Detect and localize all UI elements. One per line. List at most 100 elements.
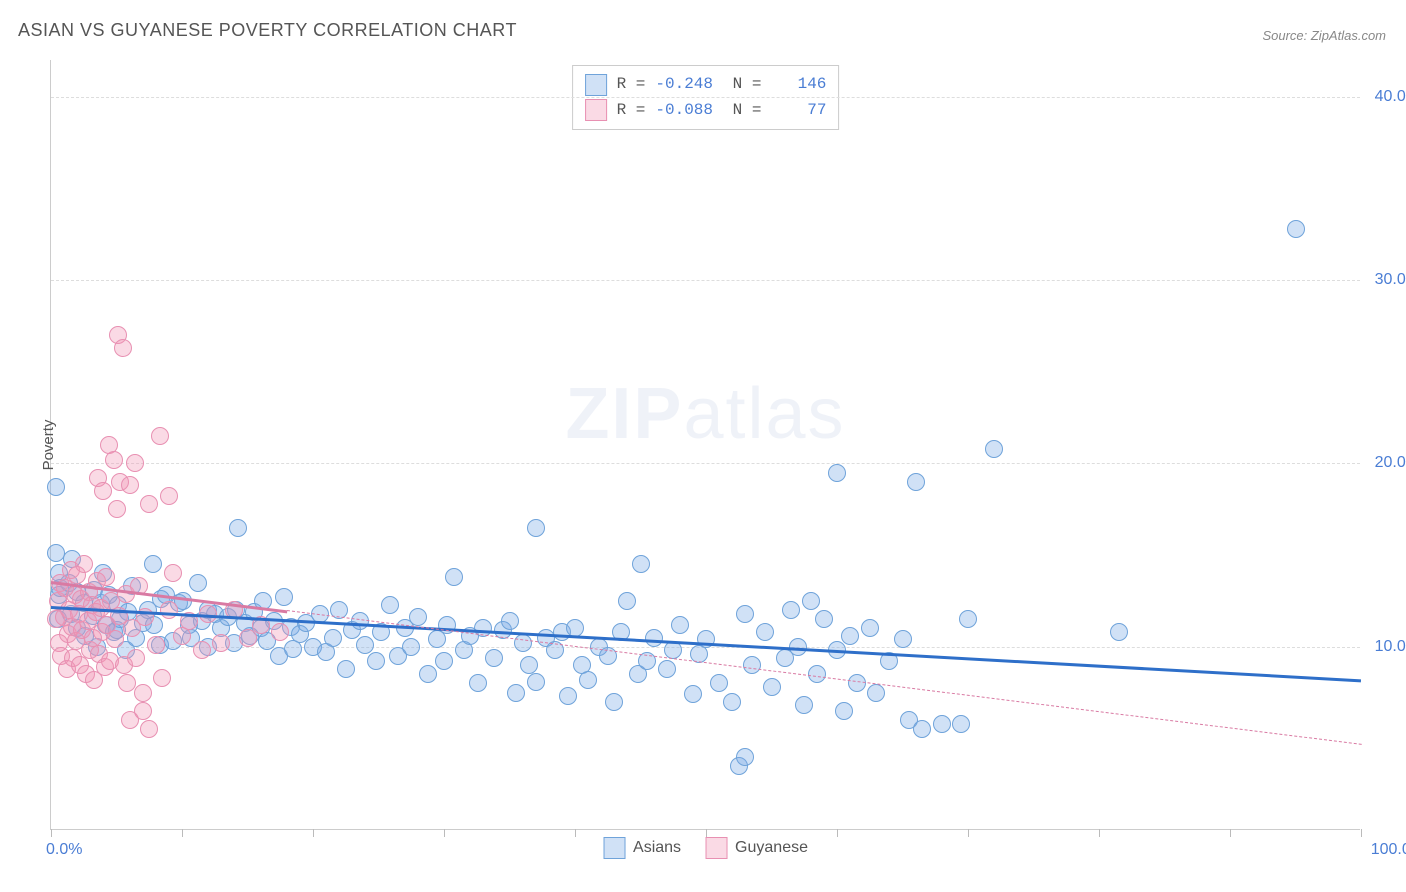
data-point — [324, 629, 342, 647]
data-point — [894, 630, 912, 648]
data-point — [861, 619, 879, 637]
data-point — [147, 636, 165, 654]
x-tick — [313, 829, 314, 837]
data-point — [409, 608, 427, 626]
data-point — [356, 636, 374, 654]
data-point — [579, 671, 597, 689]
trend-line — [287, 610, 1361, 745]
data-point — [520, 656, 538, 674]
series-name: Asians — [633, 839, 681, 857]
data-point — [164, 564, 182, 582]
data-point — [105, 451, 123, 469]
legend-swatch — [585, 74, 607, 96]
data-point — [126, 454, 144, 472]
plot-area: Poverty 0.0% 100.0% ZIPatlas R =-0.248 N… — [50, 60, 1360, 830]
data-point — [75, 555, 93, 573]
y-tick-label: 20.0% — [1365, 454, 1406, 472]
legend-r-value: -0.088 — [655, 98, 713, 124]
legend-row: R =-0.088 N =77 — [585, 98, 827, 124]
data-point — [605, 693, 623, 711]
data-point — [189, 574, 207, 592]
data-point — [144, 555, 162, 573]
data-point — [507, 684, 525, 702]
x-tick — [51, 829, 52, 837]
data-point — [140, 495, 158, 513]
source-attribution: Source: ZipAtlas.com — [1262, 28, 1386, 43]
chart-title: ASIAN VS GUYANESE POVERTY CORRELATION CH… — [18, 20, 517, 41]
data-point — [933, 715, 951, 733]
series-legend: Asians Guyanese — [603, 837, 808, 859]
data-point — [913, 720, 931, 738]
series-name: Guyanese — [735, 839, 808, 857]
data-point — [848, 674, 866, 692]
data-point — [835, 702, 853, 720]
data-point — [795, 696, 813, 714]
x-axis-end-label: 100.0% — [1371, 841, 1406, 859]
data-point — [618, 592, 636, 610]
data-point — [907, 473, 925, 491]
x-tick — [1230, 829, 1231, 837]
data-point — [632, 555, 650, 573]
legend-n-value: 146 — [771, 72, 826, 98]
data-point — [828, 464, 846, 482]
y-tick-label: 30.0% — [1365, 271, 1406, 289]
x-tick — [706, 829, 707, 837]
data-point — [527, 519, 545, 537]
data-point — [381, 596, 399, 614]
legend-n-label: N = — [723, 72, 761, 98]
data-point — [193, 641, 211, 659]
data-point — [121, 476, 139, 494]
data-point — [710, 674, 728, 692]
data-point — [501, 612, 519, 630]
data-point — [402, 638, 420, 656]
data-point — [419, 665, 437, 683]
data-point — [671, 616, 689, 634]
legend-swatch — [603, 837, 625, 859]
gridline — [51, 97, 1360, 98]
data-point — [808, 665, 826, 683]
data-point — [645, 629, 663, 647]
data-point — [94, 482, 112, 500]
data-point — [469, 674, 487, 692]
data-point — [337, 660, 355, 678]
data-point — [97, 568, 115, 586]
data-point — [684, 685, 702, 703]
x-tick — [968, 829, 969, 837]
data-point — [1110, 623, 1128, 641]
y-tick-label: 40.0% — [1365, 88, 1406, 106]
x-tick — [575, 829, 576, 837]
y-axis-label: Poverty — [40, 419, 57, 470]
data-point — [108, 500, 126, 518]
data-point — [160, 487, 178, 505]
gridline — [51, 463, 1360, 464]
data-point — [658, 660, 676, 678]
watermark: ZIPatlas — [565, 373, 845, 455]
x-tick — [182, 829, 183, 837]
data-point — [127, 649, 145, 667]
data-point — [212, 634, 230, 652]
y-tick-label: 10.0% — [1365, 638, 1406, 656]
data-point — [1287, 220, 1305, 238]
data-point — [743, 656, 761, 674]
data-point — [229, 519, 247, 537]
data-point — [736, 748, 754, 766]
data-point — [782, 601, 800, 619]
legend-swatch — [705, 837, 727, 859]
series-legend-item: Guyanese — [705, 837, 808, 859]
data-point — [559, 687, 577, 705]
data-point — [952, 715, 970, 733]
data-point — [134, 684, 152, 702]
data-point — [47, 478, 65, 496]
data-point — [134, 702, 152, 720]
gridline — [51, 280, 1360, 281]
data-point — [114, 339, 132, 357]
series-legend-item: Asians — [603, 837, 681, 859]
data-point — [106, 630, 124, 648]
legend-r-value: -0.248 — [655, 72, 713, 98]
legend-n-value: 77 — [771, 98, 826, 124]
x-tick — [444, 829, 445, 837]
data-point — [959, 610, 977, 628]
data-point — [514, 634, 532, 652]
data-point — [271, 623, 289, 641]
data-point — [756, 623, 774, 641]
